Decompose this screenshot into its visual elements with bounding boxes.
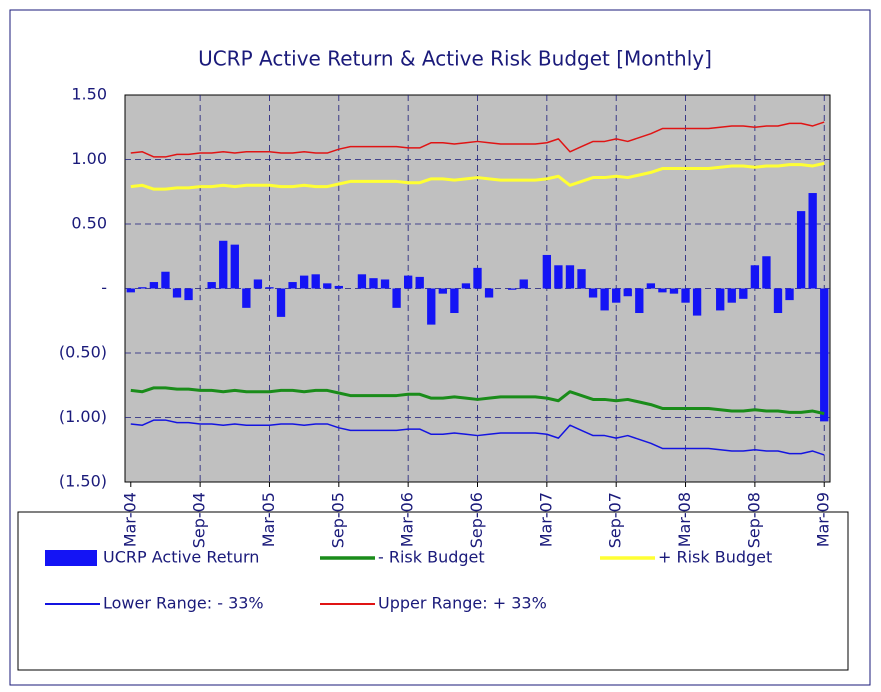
line [130,121,825,158]
bar [450,288,459,314]
bar [750,265,760,289]
bar [588,288,598,298]
bar [438,288,447,294]
bar [646,283,656,289]
bar [230,244,239,289]
line [130,419,825,456]
bar [149,282,159,289]
legend-label: Upper Range: + 33% [378,594,547,613]
bar [126,288,135,293]
bar [820,288,829,422]
x-tick-label: Mar-08 [675,492,694,547]
bar [692,288,702,316]
legend-swatch [45,550,97,566]
bar [565,265,575,289]
bar [276,288,286,317]
bar [265,287,274,289]
bar [427,288,436,325]
bar [727,288,736,303]
bar [219,240,228,289]
x-tick-label: Sep-06 [467,492,486,548]
bar [403,275,413,289]
bar [716,288,725,311]
y-tick-label: (1.50) [59,472,107,491]
x-tick-label: Mar-09 [814,492,833,547]
bar [808,193,817,289]
bar [739,288,748,299]
bar [623,288,632,297]
x-tick-label: Mar-06 [398,492,417,547]
y-tick-label: 0.50 [71,214,107,233]
bar [612,288,621,303]
bar [600,288,609,311]
line [130,161,825,191]
bar [138,287,147,289]
bar [508,288,517,290]
legend-label: + Risk Budget [658,548,772,567]
bar [635,288,644,314]
legend-label: - Risk Budget [378,548,485,567]
bar [796,211,806,289]
bar [577,269,586,289]
bar [311,274,320,289]
x-tick-label: Mar-04 [120,492,139,547]
x-tick-label: Mar-05 [259,492,278,547]
line [130,386,825,416]
bar [415,276,424,289]
bar [658,288,667,293]
bar [392,288,401,308]
legend-box [17,511,849,671]
x-tick-label: Sep-05 [328,492,347,548]
bar [669,288,679,294]
x-tick-label: Mar-07 [536,492,555,547]
bar [681,288,690,303]
bar [184,288,193,301]
y-tick-label: 1.50 [71,85,107,104]
bar [785,288,794,301]
legend-label: UCRP Active Return [103,548,259,567]
bar [334,285,343,289]
bar [380,279,390,289]
y-tick-label: (0.50) [59,343,107,362]
legend-label: Lower Range: - 33% [103,594,264,613]
bar [762,256,771,289]
bar [369,278,378,289]
y-tick-label: (1.00) [59,407,107,426]
bar [207,282,216,289]
bar [161,271,170,289]
x-tick-label: Sep-08 [744,492,763,548]
bar [357,274,367,289]
x-tick-label: Sep-04 [190,492,209,548]
chart-title: UCRP Active Return & Active Risk Budget … [198,47,712,71]
bar [473,267,482,289]
bar [288,282,297,289]
bar [172,288,182,298]
bar [484,288,494,298]
y-tick-label: - [101,278,107,297]
bar [554,265,563,289]
bar [773,288,783,314]
bar [253,279,263,289]
bar [542,254,552,289]
bar [461,283,471,289]
bar [242,288,251,308]
x-tick-label: Sep-07 [606,492,625,548]
bar [519,279,528,289]
y-tick-label: 1.00 [71,149,107,168]
bar [323,283,332,289]
bar [299,275,309,289]
